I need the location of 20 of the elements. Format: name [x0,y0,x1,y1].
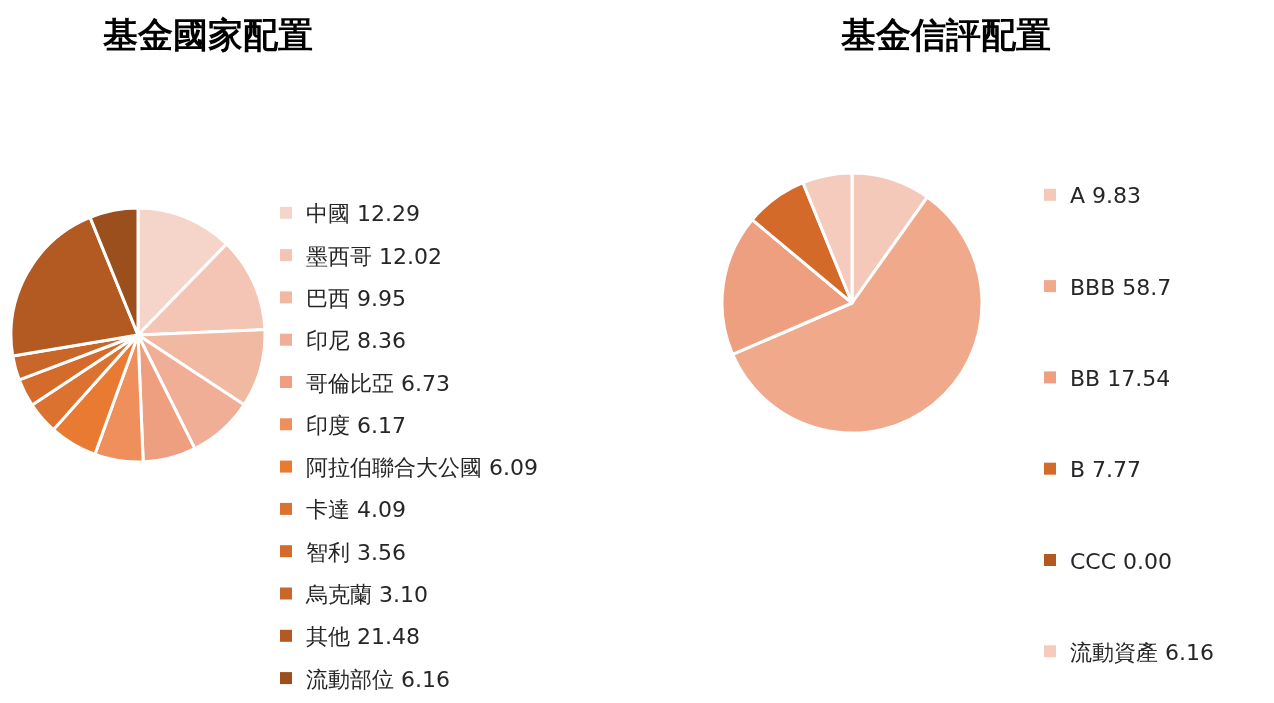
legend-label: 阿拉伯聯合大公國 6.09 [306,455,538,481]
legend-label: B 7.77 [1070,457,1142,483]
legend-label: 墨西哥 12.02 [306,243,442,269]
legend-label: 印尼 8.36 [306,328,406,354]
legend-label: 印度 6.17 [306,412,406,438]
legend-label: BB 17.54 [1070,365,1171,391]
legend-label: CCC 0.00 [1070,548,1173,574]
legend-label: 流動資產 6.16 [1070,639,1214,665]
legend-label: 卡達 4.09 [306,497,406,523]
legend-label: 巴西 9.95 [306,285,406,311]
legend-label: 中國 12.29 [306,201,420,227]
legend-label: 智利 3.56 [306,539,406,565]
legend-label: BBB 58.7 [1070,274,1172,300]
legend-label: 哥倫比亞 6.73 [306,370,450,396]
legend-label: 烏克蘭 3.10 [305,582,428,608]
chart-title: 基金國家配置 [102,15,313,55]
legend-label: A 9.83 [1070,183,1142,209]
legend-label: 流動部位 6.16 [306,666,450,692]
legend-label: 其他 21.48 [306,624,420,650]
chart-title: 基金信評配置 [840,15,1051,55]
